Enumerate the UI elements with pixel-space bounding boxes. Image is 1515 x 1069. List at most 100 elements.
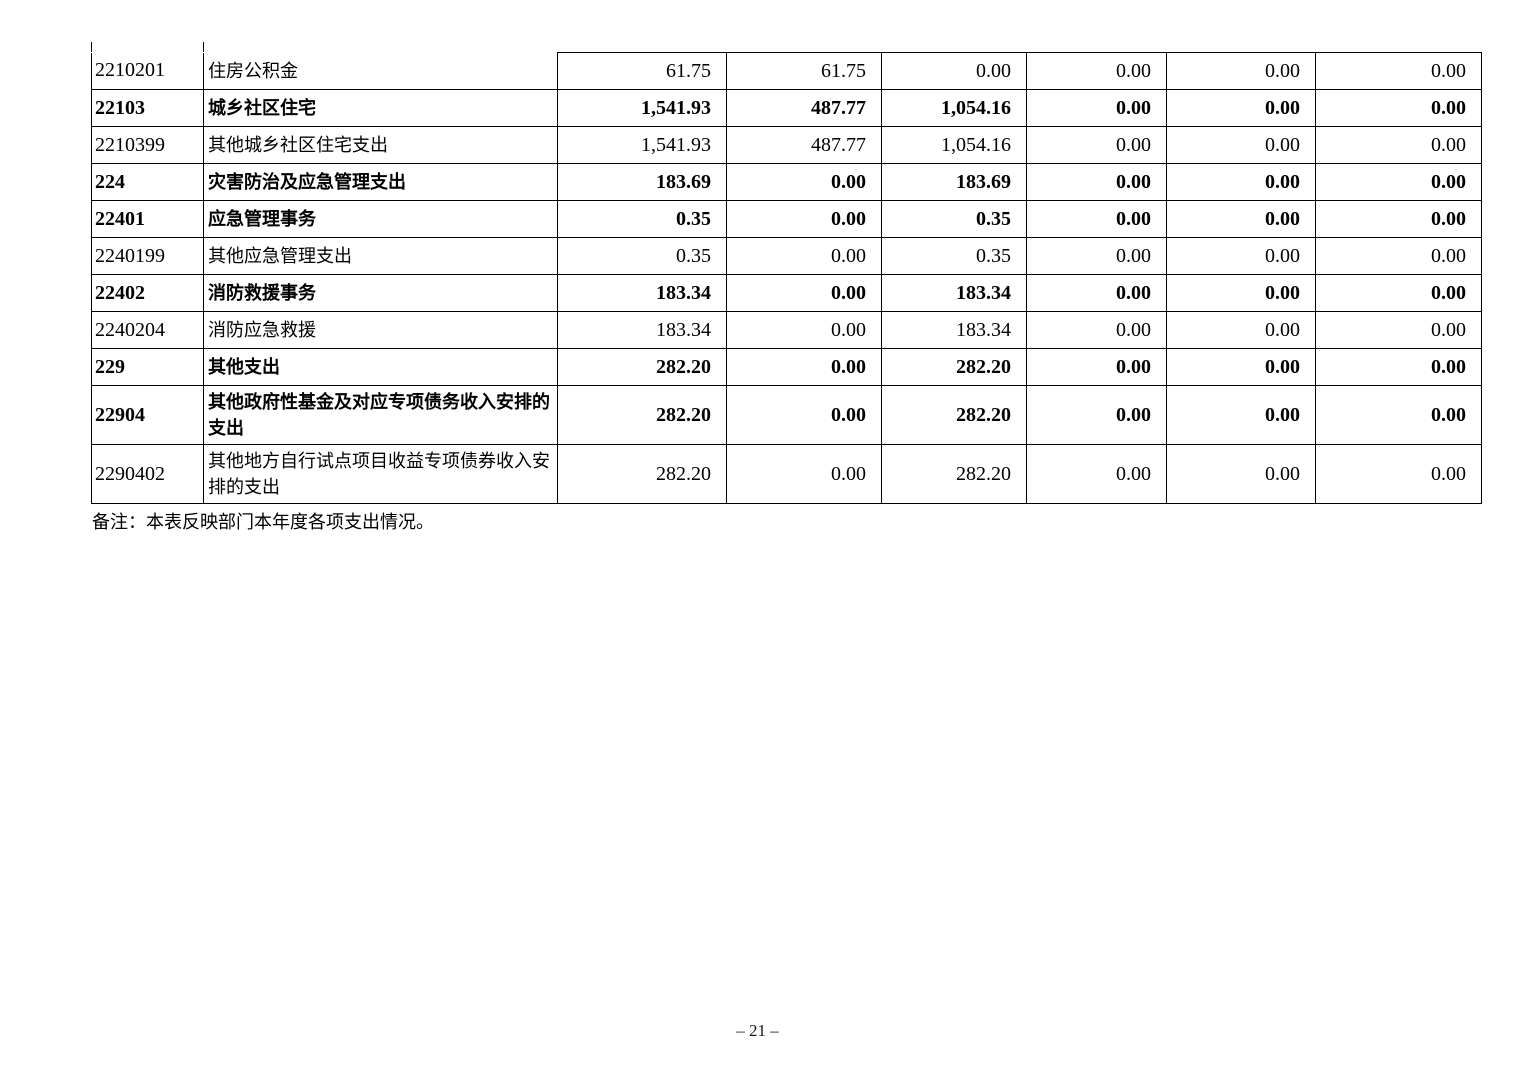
value-cell: 282.20: [557, 348, 727, 386]
value-cell: 0.00: [1166, 52, 1316, 90]
table-border-stub-code-divider: [203, 42, 204, 52]
name-cell: 消防救援事务: [203, 274, 558, 312]
value-cell: 282.20: [881, 444, 1027, 504]
table-row: 22103 城乡社区住宅 1,541.93 487.77 1,054.16 0.…: [91, 89, 1482, 127]
code-cell: 229: [91, 348, 204, 386]
value-cell: 1,541.93: [557, 126, 727, 164]
code-cell: 2290402: [91, 444, 204, 504]
value-cell: 282.20: [557, 385, 727, 445]
value-cell: 0.00: [1166, 89, 1316, 127]
value-cell: 0.00: [1026, 200, 1167, 238]
table-row: 2210201 住房公积金 61.75 61.75 0.00 0.00 0.00…: [91, 52, 1482, 90]
value-cell: 0.00: [1026, 311, 1167, 349]
table-row: 2240204 消防应急救援 183.34 0.00 183.34 0.00 0…: [91, 311, 1482, 349]
value-cell: 183.69: [557, 163, 727, 201]
expenditure-table: 2210201 住房公积金 61.75 61.75 0.00 0.00 0.00…: [91, 52, 1482, 504]
page-number: – 21 –: [736, 1021, 779, 1040]
value-cell: 0.00: [726, 274, 882, 312]
value-cell: 0.00: [1026, 89, 1167, 127]
value-cell: 0.00: [726, 348, 882, 386]
value-cell: 183.34: [881, 274, 1027, 312]
value-cell: 0.00: [726, 385, 882, 445]
value-cell: 0.00: [726, 237, 882, 275]
value-cell: 0.35: [881, 200, 1027, 238]
table-row: 224 灾害防治及应急管理支出 183.69 0.00 183.69 0.00 …: [91, 163, 1482, 201]
value-cell: 487.77: [726, 126, 882, 164]
code-cell: 22402: [91, 274, 204, 312]
value-cell: 0.00: [1166, 163, 1316, 201]
value-cell: 0.00: [1166, 348, 1316, 386]
code-cell: 22904: [91, 385, 204, 445]
value-cell: 0.35: [557, 237, 727, 275]
table-note: 备注：本表反映部门本年度各项支出情况。: [92, 512, 434, 532]
name-cell: 其他地方自行试点项目收益专项债券收入安 排的支出: [203, 444, 558, 504]
name-cell: 城乡社区住宅: [203, 89, 558, 127]
value-cell: 282.20: [881, 348, 1027, 386]
value-cell: 61.75: [557, 52, 727, 90]
value-cell: 0.00: [1166, 200, 1316, 238]
value-cell: 183.69: [881, 163, 1027, 201]
value-cell: 0.00: [726, 444, 882, 504]
value-cell: 0.00: [1315, 126, 1482, 164]
value-cell: 1,054.16: [881, 89, 1027, 127]
value-cell: 0.00: [1026, 126, 1167, 164]
table-row: 2290402 其他地方自行试点项目收益专项债券收入安 排的支出 282.20 …: [91, 444, 1482, 504]
name-cell: 其他应急管理支出: [203, 237, 558, 275]
value-cell: 0.00: [881, 52, 1027, 90]
value-cell: 1,541.93: [557, 89, 727, 127]
code-cell: 22103: [91, 89, 204, 127]
name-cell: 灾害防治及应急管理支出: [203, 163, 558, 201]
value-cell: 0.00: [726, 200, 882, 238]
value-cell: 0.00: [1315, 200, 1482, 238]
name-cell: 其他城乡社区住宅支出: [203, 126, 558, 164]
value-cell: 183.34: [557, 274, 727, 312]
value-cell: 0.00: [1315, 237, 1482, 275]
value-cell: 183.34: [881, 311, 1027, 349]
value-cell: 0.00: [1166, 444, 1316, 504]
value-cell: 282.20: [881, 385, 1027, 445]
code-cell: 22401: [91, 200, 204, 238]
table-row: 22402 消防救援事务 183.34 0.00 183.34 0.00 0.0…: [91, 274, 1482, 312]
table-row: 229 其他支出 282.20 0.00 282.20 0.00 0.00 0.…: [91, 348, 1482, 386]
name-cell: 其他支出: [203, 348, 558, 386]
table-row: 22904 其他政府性基金及对应专项债务收入安排的 支出 282.20 0.00…: [91, 385, 1482, 445]
value-cell: 0.00: [1315, 385, 1482, 445]
value-cell: 61.75: [726, 52, 882, 90]
table-row: 2210399 其他城乡社区住宅支出 1,541.93 487.77 1,054…: [91, 126, 1482, 164]
code-cell: 224: [91, 163, 204, 201]
value-cell: 0.35: [881, 237, 1027, 275]
value-cell: 0.00: [1026, 348, 1167, 386]
value-cell: 0.00: [1315, 311, 1482, 349]
value-cell: 183.34: [557, 311, 727, 349]
value-cell: 0.00: [1166, 274, 1316, 312]
value-cell: 0.00: [1315, 163, 1482, 201]
value-cell: 0.00: [1166, 311, 1316, 349]
value-cell: 0.00: [1315, 89, 1482, 127]
value-cell: 0.00: [1026, 163, 1167, 201]
value-cell: 0.00: [1315, 348, 1482, 386]
name-cell: 住房公积金: [203, 52, 558, 90]
value-cell: 0.00: [1315, 444, 1482, 504]
table-row: 2240199 其他应急管理支出 0.35 0.00 0.35 0.00 0.0…: [91, 237, 1482, 275]
code-cell: 2240204: [91, 311, 204, 349]
value-cell: 0.00: [1026, 237, 1167, 275]
code-cell: 2210201: [91, 52, 204, 90]
value-cell: 0.00: [1315, 274, 1482, 312]
name-cell: 其他政府性基金及对应专项债务收入安排的 支出: [203, 385, 558, 445]
value-cell: 1,054.16: [881, 126, 1027, 164]
value-cell: 0.00: [1026, 444, 1167, 504]
name-cell: 消防应急救援: [203, 311, 558, 349]
name-cell: 应急管理事务: [203, 200, 558, 238]
value-cell: 282.20: [557, 444, 727, 504]
value-cell: 0.00: [1315, 52, 1482, 90]
table-border-stub-left: [91, 42, 92, 52]
table-row: 22401 应急管理事务 0.35 0.00 0.35 0.00 0.00 0.…: [91, 200, 1482, 238]
value-cell: 0.00: [1166, 385, 1316, 445]
expenditure-table-wrap: 2210201 住房公积金 61.75 61.75 0.00 0.00 0.00…: [91, 52, 1482, 504]
code-cell: 2240199: [91, 237, 204, 275]
value-cell: 0.35: [557, 200, 727, 238]
value-cell: 487.77: [726, 89, 882, 127]
value-cell: 0.00: [726, 163, 882, 201]
value-cell: 0.00: [1166, 126, 1316, 164]
